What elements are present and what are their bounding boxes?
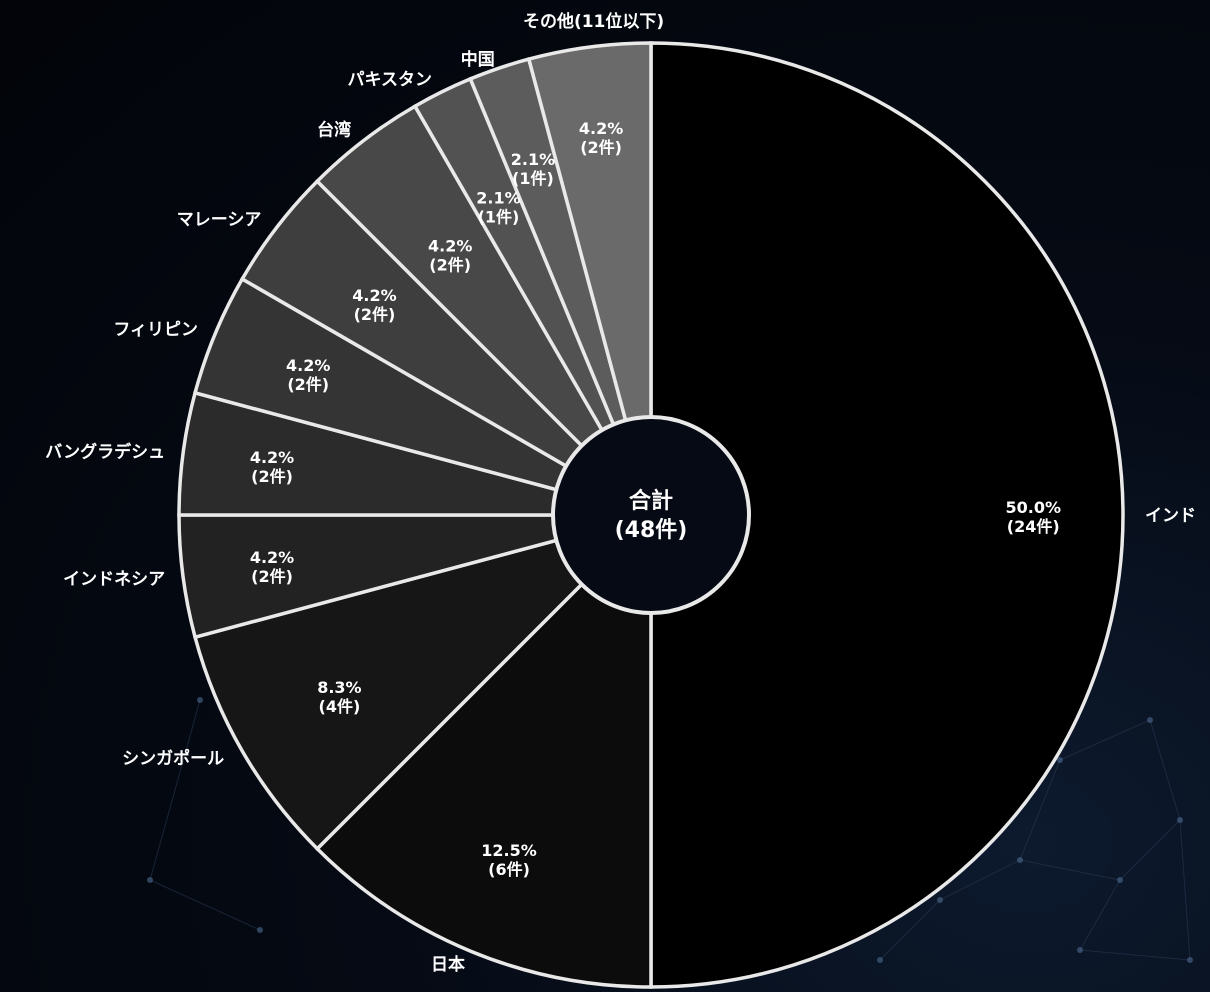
slice-percent-label: 2.1% <box>476 189 520 208</box>
slice-count-label: (4件) <box>319 697 361 716</box>
slice-count-label: (24件) <box>1007 517 1060 536</box>
slice-category-label: バングラデシュ <box>45 442 165 463</box>
background-link <box>1079 879 1121 951</box>
slice-percent-label: 12.5% <box>481 841 537 860</box>
background-node <box>1177 817 1183 823</box>
slice-count-label: (2件) <box>580 138 622 157</box>
background-node <box>197 697 203 703</box>
slice-count-label: (6件) <box>488 860 530 879</box>
slice-value-labels: 50.0%(24件)12.5%(6件)8.3%(4件)4.2%(2件)4.2%(… <box>250 119 1061 879</box>
pie-slice-2 <box>192 511 657 852</box>
background-link <box>1059 719 1151 761</box>
slice-percent-label: 4.2% <box>579 119 623 138</box>
background-link <box>1149 719 1181 821</box>
background-link <box>149 879 261 931</box>
background-link <box>1179 819 1191 961</box>
pie-slice-0 <box>649 41 1125 989</box>
pie-slice-1 <box>314 510 653 989</box>
background-node <box>1017 857 1023 863</box>
slice-percent-label: 2.1% <box>511 150 555 169</box>
slice-count-label: (2件) <box>354 305 396 324</box>
center-label-line1: 合計 <box>629 488 673 514</box>
background-node <box>1117 877 1123 883</box>
slice-category-label: 台湾 <box>317 119 351 140</box>
slice-percent-label: 4.2% <box>428 236 472 255</box>
background-node <box>1077 947 1083 953</box>
background-node <box>1147 717 1153 723</box>
slice-count-label: (1件) <box>478 208 520 227</box>
center-hole <box>551 415 751 615</box>
slice-percent-label: 4.2% <box>250 448 294 467</box>
slice-percent-label: 50.0% <box>1005 498 1061 517</box>
background-node <box>877 957 883 963</box>
background-link <box>1119 819 1181 881</box>
background-node <box>937 897 943 903</box>
background-node <box>1057 757 1063 763</box>
background-link <box>1019 759 1061 861</box>
background-link <box>1079 949 1191 961</box>
center-label-line2: (48件) <box>615 518 688 543</box>
background-node <box>257 927 263 933</box>
slice-category-label: インド <box>1145 506 1196 526</box>
slice-category-label: フィリピン <box>113 320 198 340</box>
slice-category-label: マレーシア <box>177 210 262 230</box>
background-node <box>1187 957 1193 963</box>
slice-category-label: パキスタン <box>348 70 433 90</box>
slice-category-label: シンガポール <box>122 748 224 769</box>
pie-slices <box>177 41 1125 989</box>
background-link <box>879 899 941 961</box>
pie-slice-10 <box>526 41 653 516</box>
slice-percent-label: 4.2% <box>352 286 396 305</box>
slice-category-label: インドネシア <box>63 569 165 589</box>
center-total: 合計 (48件) <box>551 415 751 615</box>
slice-percent-label: 8.3% <box>317 678 361 697</box>
slice-percent-label: 4.2% <box>286 356 330 375</box>
background-node <box>147 877 153 883</box>
background-link <box>149 699 201 881</box>
slice-count-label: (2件) <box>287 375 329 394</box>
slice-category-label: その他(11位以下) <box>523 11 664 32</box>
slice-count-label: (2件) <box>251 567 293 586</box>
slice-category-label: 日本 <box>431 954 465 975</box>
slice-count-label: (2件) <box>251 467 293 486</box>
background-link <box>1019 859 1121 881</box>
background-link <box>939 859 1021 901</box>
slice-percent-label: 4.2% <box>250 548 294 567</box>
slice-category-label: 中国 <box>461 49 495 70</box>
slice-count-label: (2件) <box>429 255 471 274</box>
slice-count-label: (1件) <box>512 169 554 188</box>
